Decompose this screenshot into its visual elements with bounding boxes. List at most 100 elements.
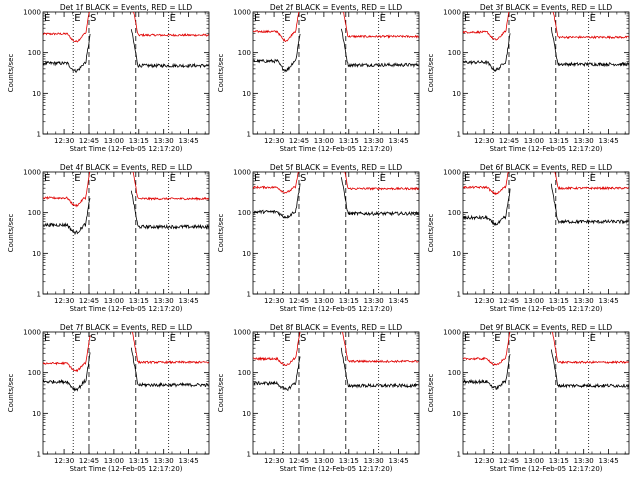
marker-label: E [494,333,500,344]
x-tick-label: 13:45 [178,297,198,305]
panel-title: Det 9f BLACK = Events, RED = LLD [480,323,613,332]
y-tick-label: 10 [32,410,41,418]
y-axis-label: Counts/sec [7,54,15,93]
y-tick-label: 100 [28,49,41,57]
y-tick-label: 1 [457,451,461,459]
x-tick-label: 13:15 [339,457,359,465]
x-tick-label: 12:30 [474,457,494,465]
x-tick-label: 13:30 [154,457,174,465]
marker-label: E [494,13,500,24]
marker-label: E [170,333,176,344]
panel-5: Det 5f BLACK = Events, RED = LLD 1 10 100 10… [217,163,420,313]
panel-9: Det 9f BLACK = Events, RED = LLD 1 10 100 10… [427,323,630,473]
y-tick-label: 1000 [23,169,41,177]
marker-label: S [90,173,96,184]
y-tick-label: 1 [247,451,251,459]
y-tick-label: 10 [452,410,461,418]
x-tick-label: 12:30 [264,137,284,145]
x-tick-label: 12:30 [54,297,74,305]
lld-series-line [463,172,629,196]
y-tick-label: 1 [457,291,461,299]
marker-label: E [170,13,176,24]
marker-label: S [510,333,516,344]
y-tick-label: 1 [247,131,251,139]
x-tick-label: 13:45 [598,457,618,465]
x-tick-label: 13:30 [364,137,384,145]
y-tick-label: 10 [242,250,251,258]
marker-label: E [380,333,386,344]
panel-6: Det 6f BLACK = Events, RED = LLD 1 10 100 10… [427,163,630,313]
x-axis-label: Start Time (12-Feb-05 12:17:20) [279,305,392,313]
y-tick-label: 10 [452,90,461,98]
y-axis-label: Counts/sec [217,214,225,253]
y-tick-label: 10 [32,90,41,98]
lld-series-line [253,12,419,43]
x-tick-label: 13:30 [364,457,384,465]
panel-7: Det 7f BLACK = Events, RED = LLD 1 10 100 10… [7,323,210,473]
y-tick-label: 10 [242,90,251,98]
x-axis-label: Start Time (12-Feb-05 12:17:20) [279,145,392,153]
plot-frame [42,11,210,135]
marker-label: E [74,173,80,184]
marker-label: E [44,13,50,24]
y-axis-label: Counts/sec [217,54,225,93]
y-axis-label: Counts/sec [427,214,435,253]
marker-label: S [90,333,96,344]
x-axis-label: Start Time (12-Feb-05 12:17:20) [279,465,392,473]
x-tick-label: 12:30 [54,457,74,465]
x-tick-label: 12:45 [499,297,519,305]
x-tick-label: 12:30 [264,297,284,305]
panel-1: Det 1f BLACK = Events, RED = LLD 1 10 100 10… [7,3,210,153]
y-tick-label: 1 [457,131,461,139]
x-axis-label: Start Time (12-Feb-05 12:17:20) [489,465,602,473]
x-tick-label: 13:15 [549,297,569,305]
y-axis-label: Counts/sec [7,374,15,413]
panel-4: Det 4f BLACK = Events, RED = LLD 1 10 100 10… [7,163,210,313]
y-tick-label: 1000 [443,169,461,177]
x-tick-label: 12:30 [54,137,74,145]
marker-label: E [170,173,176,184]
x-tick-label: 12:45 [289,297,309,305]
panel-2: Det 2f BLACK = Events, RED = LLD 1 10 100 10… [217,3,420,153]
events-series-line [253,347,419,392]
y-tick-label: 1000 [233,169,251,177]
plot-frame [252,171,420,295]
marker-label: E [74,13,80,24]
y-tick-label: 10 [452,250,461,258]
x-tick-label: 13:15 [339,297,359,305]
x-tick-label: 13:30 [574,297,594,305]
lld-series-line [253,172,419,194]
y-axis-label: Counts/sec [427,374,435,413]
y-tick-label: 1 [37,291,41,299]
x-tick-label: 13:45 [388,297,408,305]
x-tick-label: 13:00 [104,457,124,465]
y-tick-label: 1000 [443,9,461,17]
marker-label: S [510,173,516,184]
y-tick-label: 1000 [233,9,251,17]
y-tick-label: 100 [28,369,41,377]
x-tick-label: 13:15 [339,137,359,145]
x-tick-label: 13:45 [598,137,618,145]
x-tick-label: 13:45 [178,137,198,145]
x-tick-label: 13:30 [574,137,594,145]
marker-label: E [254,333,260,344]
marker-label: E [464,173,470,184]
marker-label: E [284,173,290,184]
lld-series-line [253,332,419,367]
marker-label: E [590,173,596,184]
marker-label: E [380,173,386,184]
x-tick-label: 13:00 [524,137,544,145]
x-tick-label: 13:45 [178,457,198,465]
lld-series-line [463,12,629,41]
x-tick-label: 13:15 [129,297,149,305]
y-tick-label: 10 [32,250,41,258]
events-series-line [253,177,419,219]
x-tick-label: 12:45 [79,457,99,465]
marker-label: E [494,173,500,184]
y-tick-label: 100 [448,369,461,377]
lld-series-line [43,172,209,208]
x-tick-label: 13:30 [364,297,384,305]
x-tick-label: 13:45 [388,457,408,465]
marker-label: S [300,13,306,24]
lld-series-line [43,12,209,43]
